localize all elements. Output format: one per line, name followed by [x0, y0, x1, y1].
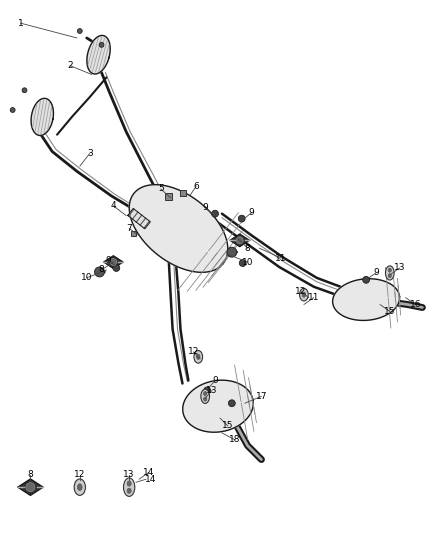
Circle shape — [227, 247, 237, 257]
Circle shape — [363, 277, 370, 283]
Ellipse shape — [197, 354, 200, 359]
Text: 12: 12 — [187, 348, 199, 357]
Text: 9: 9 — [106, 256, 111, 264]
FancyBboxPatch shape — [131, 231, 136, 236]
Ellipse shape — [385, 266, 394, 280]
Circle shape — [236, 237, 243, 244]
Polygon shape — [103, 256, 123, 269]
Text: 12: 12 — [74, 470, 85, 479]
Text: 4: 4 — [110, 201, 116, 211]
Circle shape — [113, 264, 120, 271]
Circle shape — [228, 400, 235, 407]
Text: 2: 2 — [67, 61, 73, 70]
Text: 14: 14 — [143, 468, 155, 477]
Text: 18: 18 — [229, 435, 240, 445]
Text: 8: 8 — [28, 470, 33, 479]
Text: 9: 9 — [249, 208, 254, 217]
Text: 13: 13 — [394, 263, 406, 272]
Circle shape — [212, 210, 219, 217]
Polygon shape — [183, 380, 253, 432]
Ellipse shape — [78, 484, 82, 490]
Circle shape — [238, 215, 245, 222]
Circle shape — [99, 43, 104, 47]
Polygon shape — [18, 479, 43, 496]
Text: 16: 16 — [410, 300, 421, 309]
Text: 10: 10 — [242, 257, 253, 266]
Ellipse shape — [194, 351, 203, 363]
Text: 5: 5 — [158, 184, 164, 193]
Polygon shape — [332, 279, 399, 320]
Circle shape — [204, 387, 211, 394]
Ellipse shape — [300, 288, 308, 301]
Text: 12: 12 — [295, 287, 307, 296]
Text: 15: 15 — [222, 422, 233, 431]
Polygon shape — [129, 184, 228, 272]
Text: 11: 11 — [276, 254, 287, 263]
Ellipse shape — [74, 479, 85, 495]
Text: 7: 7 — [126, 224, 132, 233]
Ellipse shape — [127, 481, 131, 486]
Circle shape — [95, 267, 105, 277]
Polygon shape — [128, 208, 150, 229]
Polygon shape — [87, 35, 110, 74]
Circle shape — [239, 260, 246, 266]
Polygon shape — [31, 99, 53, 135]
Text: 3: 3 — [87, 149, 92, 158]
Text: 17: 17 — [256, 392, 267, 401]
Text: 9: 9 — [212, 376, 218, 385]
Circle shape — [78, 29, 82, 34]
Ellipse shape — [201, 389, 209, 403]
Text: 6: 6 — [194, 182, 199, 190]
Circle shape — [22, 88, 27, 93]
Text: 1: 1 — [18, 19, 23, 28]
Circle shape — [10, 108, 15, 112]
Ellipse shape — [388, 268, 392, 272]
Text: 13: 13 — [206, 386, 218, 395]
Text: 9: 9 — [373, 269, 379, 277]
FancyBboxPatch shape — [180, 190, 187, 196]
Text: 8: 8 — [99, 265, 104, 274]
Ellipse shape — [204, 397, 207, 401]
Text: 8: 8 — [245, 244, 251, 253]
Text: 15: 15 — [384, 307, 396, 316]
Ellipse shape — [127, 488, 131, 494]
Ellipse shape — [204, 392, 207, 395]
FancyBboxPatch shape — [165, 193, 172, 200]
Text: 9: 9 — [202, 203, 208, 212]
Circle shape — [110, 259, 117, 265]
Text: 14: 14 — [145, 475, 156, 484]
Text: 11: 11 — [308, 293, 320, 302]
Polygon shape — [230, 234, 250, 247]
Ellipse shape — [388, 274, 392, 278]
Ellipse shape — [302, 292, 306, 297]
Text: 13: 13 — [124, 470, 135, 479]
Ellipse shape — [124, 478, 135, 496]
Text: 10: 10 — [81, 273, 92, 282]
Circle shape — [26, 483, 35, 491]
